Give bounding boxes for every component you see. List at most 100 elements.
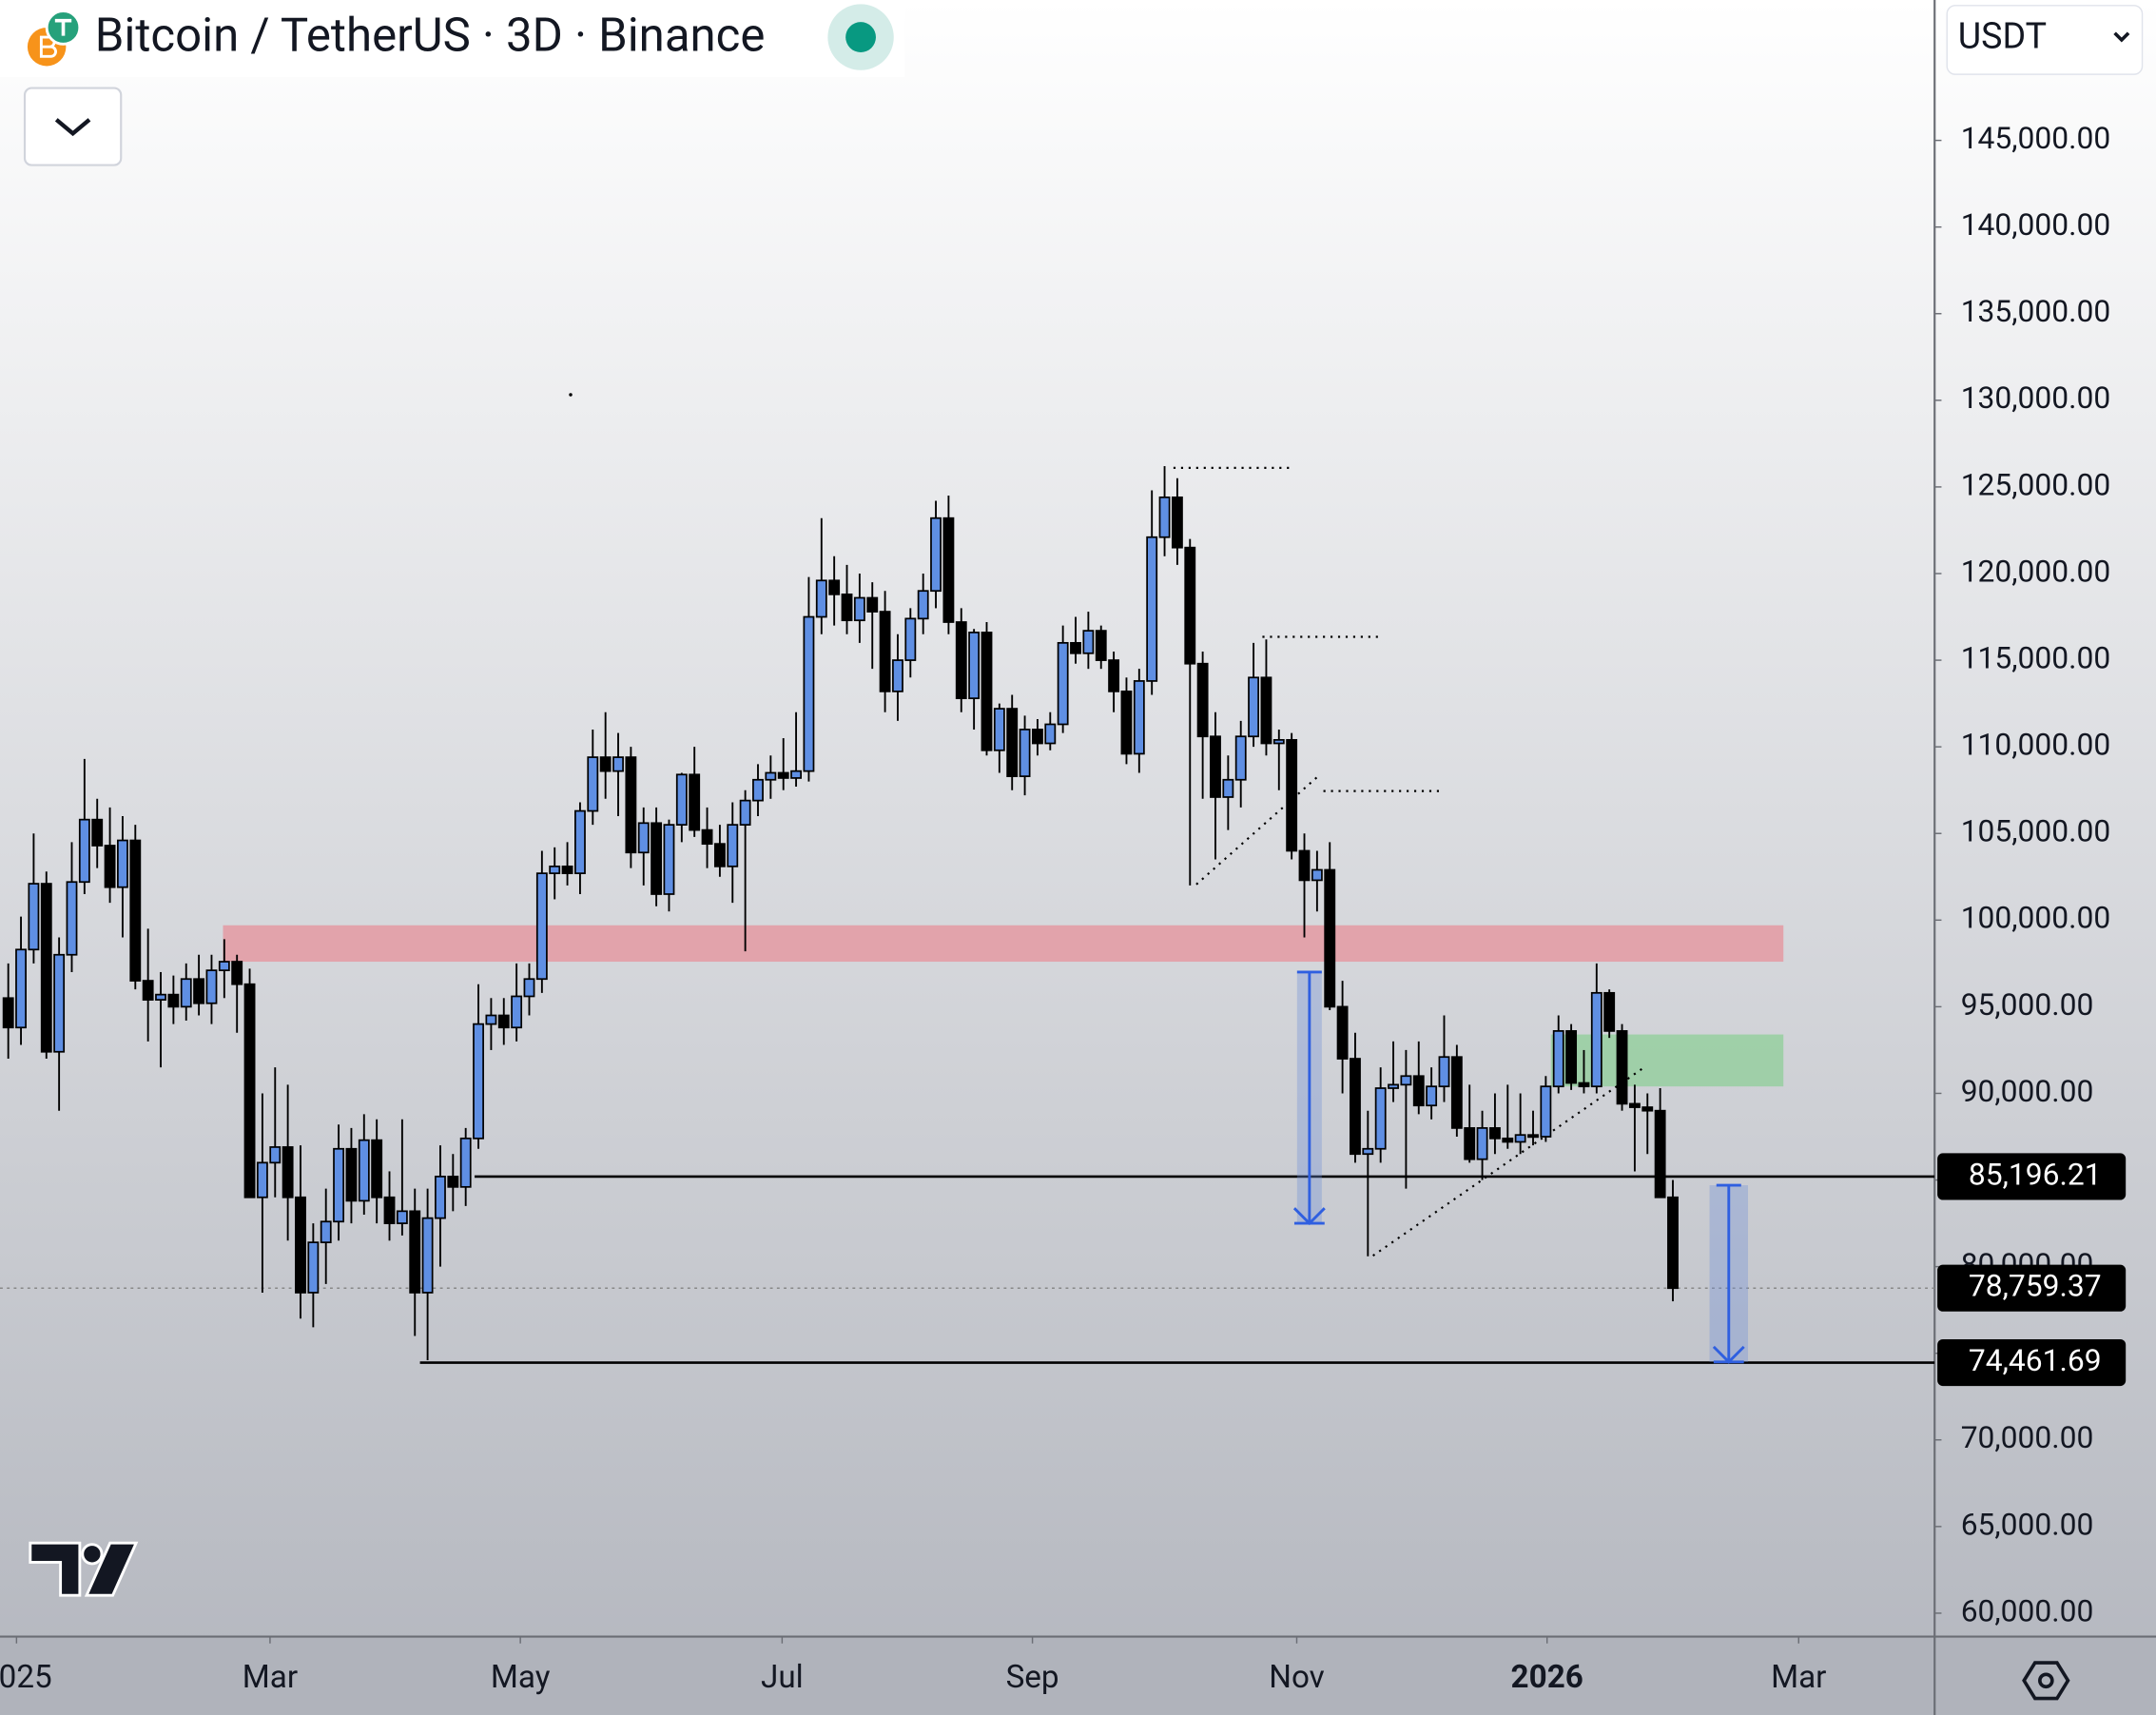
candle-body [459, 1137, 472, 1188]
candle-body [104, 845, 116, 888]
candle-body [1133, 680, 1145, 755]
candle-body [40, 883, 52, 1053]
candle-body [396, 1210, 408, 1224]
candle-body [142, 980, 154, 1001]
y-tick-label: 70,000.00 [1961, 1419, 2094, 1455]
candle-body [231, 961, 243, 985]
candle-body [1210, 735, 1221, 798]
candle-body [15, 948, 27, 1029]
candle-body [53, 953, 66, 1053]
candle-body [1667, 1196, 1679, 1290]
candle-body [1222, 778, 1234, 798]
price-label: 74,461.69 [1969, 1342, 2102, 1378]
candle-body [333, 1147, 345, 1223]
settings-icon[interactable] [2022, 1661, 2070, 1701]
candle-body [853, 596, 865, 622]
candle-body [409, 1210, 421, 1294]
candle-body [1412, 1075, 1425, 1107]
candle-body [383, 1196, 396, 1224]
candle-body [1260, 676, 1272, 745]
chevron [54, 118, 91, 137]
y-tick-label: 60,000.00 [1961, 1592, 2094, 1628]
y-tick-label: 90,000.00 [1961, 1073, 2094, 1109]
candle-body [1032, 729, 1043, 745]
candle-body [1552, 1030, 1564, 1088]
y-tick-label: 95,000.00 [1961, 986, 2094, 1023]
price-label-box [1937, 1338, 2127, 1387]
candle-body [1234, 735, 1247, 781]
candle-body [1044, 723, 1057, 745]
candle-body [549, 865, 561, 874]
candle-body [1514, 1134, 1526, 1143]
header-bg [0, 0, 905, 78]
candle-body [1628, 1102, 1641, 1108]
x-tick-label: Mar [243, 1659, 298, 1696]
candle-body [269, 1146, 282, 1164]
y-tick-label: 125,000.00 [1961, 466, 2111, 502]
candle-body [523, 978, 535, 998]
candle-body [1184, 546, 1196, 665]
candle-body [1362, 1147, 1374, 1156]
candle-body [371, 1139, 383, 1199]
y-tick-label: 145,000.00 [1961, 120, 2111, 156]
candle-body [1578, 1082, 1590, 1088]
candle-body [320, 1220, 332, 1243]
candle-body [727, 824, 739, 867]
usdt-icon-glyph [54, 18, 72, 36]
candle-body [1158, 496, 1171, 538]
candle-body [1324, 868, 1336, 1008]
candle-body [1450, 1056, 1463, 1129]
candle-body [1196, 662, 1209, 738]
candle-body [790, 770, 803, 779]
candle-body [473, 1023, 484, 1140]
currency-select[interactable] [1946, 5, 2144, 75]
candle-body [2, 997, 14, 1029]
x-tick-label: Mar [1771, 1659, 1826, 1696]
plot [0, 466, 1935, 1364]
candle-body [497, 1014, 510, 1029]
candle-body [1426, 1085, 1438, 1107]
candle-body [1641, 1106, 1654, 1112]
candle-body [1095, 630, 1107, 661]
candle-body [307, 1241, 320, 1294]
candle-body [1082, 630, 1095, 654]
axes: 145,000.00 140,000.00 135,000.00 130,000.00… [0, 120, 2127, 1696]
tv-logo [29, 1541, 139, 1597]
y-tick-label: 110,000.00 [1961, 727, 2111, 763]
y-tick-label: 105,000.00 [1961, 813, 2111, 849]
x-tick-label: 2026 [1511, 1659, 1583, 1696]
candle-body [942, 516, 955, 623]
candle-body [561, 865, 573, 874]
stray-dot [569, 393, 573, 397]
x-tick-label: Jul [761, 1659, 804, 1696]
candle-body [282, 1146, 294, 1199]
currency-label: USDT [1958, 15, 2047, 57]
candle-body [1400, 1075, 1412, 1086]
candle-body [701, 828, 713, 846]
candle-body [155, 993, 166, 1001]
candle-body [1654, 1109, 1666, 1199]
y-tick-label: 65,000.00 [1961, 1506, 2094, 1542]
candle-body [828, 579, 841, 595]
y-tick-label: 135,000.00 [1961, 293, 2111, 329]
candle-body [930, 516, 942, 593]
candle-body [815, 579, 827, 618]
candle-body [193, 978, 205, 1004]
collapse-button[interactable] [23, 87, 123, 166]
y-tick-label: 100,000.00 [1961, 900, 2111, 936]
candle-body [765, 771, 777, 781]
chevron [2113, 31, 2130, 43]
candle-body [1146, 536, 1158, 682]
candle-body [752, 778, 764, 802]
candle-body [1438, 1056, 1450, 1088]
candle-body [1120, 690, 1133, 755]
candle-body [1350, 1058, 1361, 1156]
candle-body [535, 872, 548, 981]
candle-body [1540, 1085, 1552, 1138]
candle-body [129, 839, 142, 982]
candle-body [435, 1176, 446, 1219]
x-tick-label: Nov [1269, 1659, 1325, 1696]
candle-body [803, 615, 815, 772]
y-tick-label: 115,000.00 [1961, 639, 2111, 675]
candle-body [599, 756, 612, 772]
